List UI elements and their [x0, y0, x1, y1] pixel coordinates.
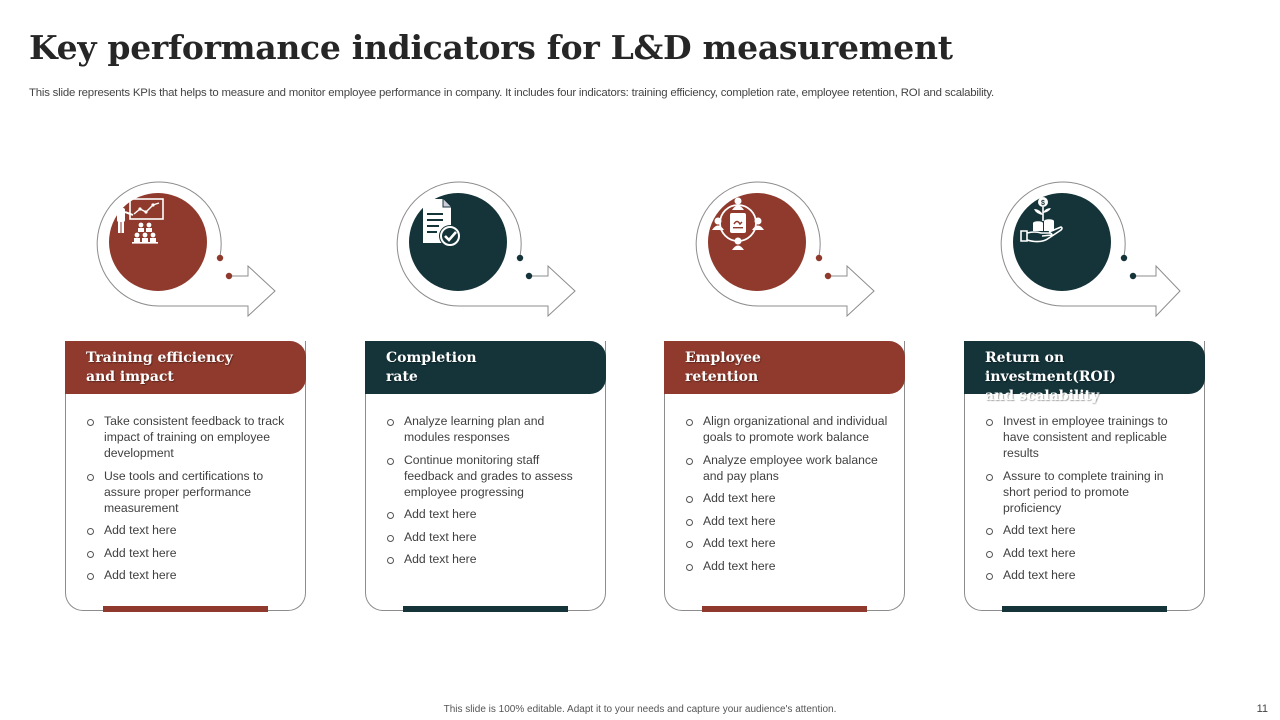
- list-item: Add text here: [385, 529, 590, 545]
- circular-arrow-icon: [1000, 181, 1181, 318]
- kpi-card-header: Completion rate: [365, 341, 606, 394]
- slide-footer: This slide is 100% editable. Adapt it to…: [443, 704, 837, 715]
- list-item: Add text here: [85, 567, 290, 583]
- kpi-graphic: [65, 170, 325, 330]
- circular-arrow-icon: [96, 181, 276, 318]
- list-item: Take consistent feedback to track impact…: [85, 413, 290, 461]
- presentation-training-icon: [117, 198, 164, 244]
- list-item: Add text here: [684, 490, 889, 506]
- kpi-title-line2: and impact: [86, 369, 174, 385]
- kpi-title-line1: Training efficiency: [86, 350, 233, 366]
- list-item: Add text here: [684, 535, 889, 551]
- slide-subtitle: This slide represents KPIs that helps to…: [29, 87, 994, 99]
- list-item: Analyze employee work balance and pay pl…: [684, 452, 889, 484]
- slide-title: Key performance indicators for L&D measu…: [29, 28, 953, 67]
- accent-bar: [702, 606, 867, 612]
- circular-arrow-icon: [396, 181, 576, 318]
- kpi-roi-scalability: $ Return on investment(ROI) and scalabil…: [964, 170, 1224, 620]
- accent-bar: [403, 606, 568, 612]
- team-network-icon: [712, 197, 764, 250]
- list-item: Add text here: [385, 506, 590, 522]
- kpi-title-line1: Return on investment(ROI): [985, 350, 1116, 385]
- icon-circle: [109, 193, 207, 291]
- kpi-bullet-list: Invest in employee trainings to have con…: [984, 413, 1189, 590]
- accent-bar: [1002, 606, 1167, 612]
- kpi-graphic: $: [964, 170, 1224, 330]
- list-item: Assure to complete training in short per…: [984, 468, 1189, 516]
- document-check-icon: [423, 199, 461, 247]
- kpi-title-line2: and scalability: [985, 388, 1100, 404]
- kpi-training-efficiency: Training efficiency and impact Take cons…: [65, 170, 325, 620]
- list-item: Add text here: [984, 567, 1189, 583]
- money-plant-hand-icon: $: [1020, 197, 1063, 243]
- kpi-card-header: Training efficiency and impact: [65, 341, 306, 394]
- icon-circle: [708, 193, 806, 291]
- list-item: Use tools and certifications to assure p…: [85, 468, 290, 516]
- kpi-graphic: [365, 170, 625, 330]
- kpi-bullet-list: Analyze learning plan and modules respon…: [385, 413, 590, 574]
- icon-circle: [409, 193, 507, 291]
- list-item: Align organizational and individual goal…: [684, 413, 889, 445]
- list-item: Add text here: [85, 545, 290, 561]
- icon-circle: $: [1013, 193, 1111, 291]
- kpi-title-line2: retention: [685, 369, 759, 385]
- kpi-employee-retention: Employee retention Align organizational …: [664, 170, 924, 620]
- list-item: Invest in employee trainings to have con…: [984, 413, 1189, 461]
- kpi-title-line2: rate: [386, 369, 418, 385]
- list-item: Analyze learning plan and modules respon…: [385, 413, 590, 445]
- kpi-completion-rate: Completion rate Analyze learning plan an…: [365, 170, 625, 620]
- list-item: Add text here: [385, 551, 590, 567]
- circular-arrow-icon: [695, 181, 875, 318]
- kpi-title-line1: Employee: [685, 350, 761, 366]
- kpi-card-header: Return on investment(ROI) and scalabilit…: [964, 341, 1205, 404]
- list-item: Add text here: [684, 513, 889, 529]
- page-number: 11: [1256, 703, 1268, 715]
- kpi-bullet-list: Take consistent feedback to track impact…: [85, 413, 290, 590]
- list-item: Add text here: [684, 558, 889, 574]
- svg-text:$: $: [1041, 200, 1045, 207]
- list-item: Add text here: [984, 522, 1189, 538]
- kpi-card-header: Employee retention: [664, 341, 905, 394]
- list-item: Add text here: [984, 545, 1189, 561]
- kpi-graphic: [664, 170, 924, 330]
- kpi-bullet-list: Align organizational and individual goal…: [684, 413, 889, 580]
- list-item: Continue monitoring staff feedback and g…: [385, 452, 590, 500]
- list-item: Add text here: [85, 522, 290, 538]
- accent-bar: [103, 606, 268, 612]
- kpi-title-line1: Completion: [386, 350, 477, 366]
